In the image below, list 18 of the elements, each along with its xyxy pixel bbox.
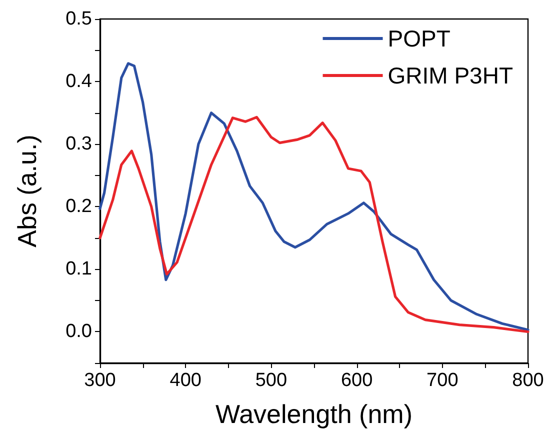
x-tick-label: 400: [170, 370, 202, 391]
y-tick-label: 0.3: [66, 134, 92, 155]
y-tick-label: 0.0: [66, 321, 92, 342]
y-tick-label: 0.2: [66, 196, 92, 218]
line-series: [98, 62, 530, 332]
legend-label: GRIM P3HT: [388, 62, 514, 88]
y-tick-label: 0.1: [66, 258, 92, 280]
x-tick-label: 600: [340, 370, 373, 391]
y-tick-label: 0.4: [66, 71, 92, 92]
legend-label: POPT: [388, 26, 450, 52]
y-tick-label: 0.5: [66, 8, 92, 30]
y-axis-title: Abs (a.u.): [12, 134, 42, 248]
x-tick-label: 800: [512, 370, 544, 391]
x-tick-label: 700: [426, 370, 458, 391]
x-axis-title: Wavelength (nm): [216, 399, 412, 429]
x-tick-label: 300: [84, 370, 116, 391]
line-series: [98, 116, 530, 334]
x-tick-label: 500: [255, 370, 288, 391]
